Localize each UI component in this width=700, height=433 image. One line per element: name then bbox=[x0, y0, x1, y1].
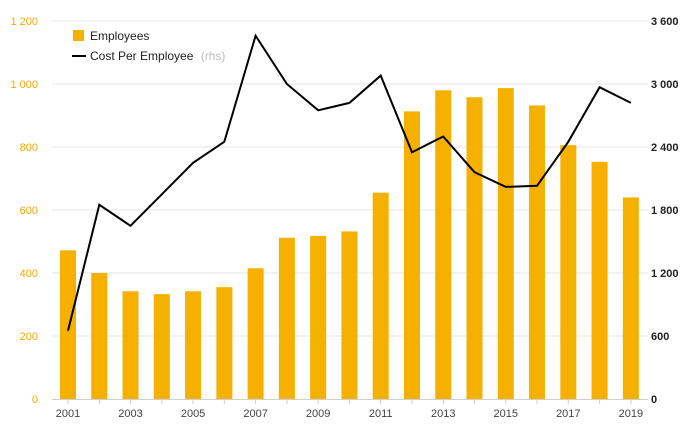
employees-bar bbox=[91, 273, 108, 399]
x-tick-label: 2007 bbox=[243, 408, 267, 420]
legend-employees-swatch bbox=[73, 30, 84, 41]
y-right-tick-label: 1 200 bbox=[651, 268, 679, 280]
employees-bars bbox=[60, 88, 639, 400]
employees-bar bbox=[466, 97, 483, 399]
y-right-tick-label: 3 000 bbox=[651, 79, 679, 91]
x-tick-label: 2013 bbox=[431, 408, 455, 420]
x-tick-label: 2001 bbox=[56, 408, 80, 420]
employees-bar bbox=[372, 192, 389, 399]
cost-per-employee-line bbox=[67, 33, 632, 332]
employees-bar bbox=[560, 145, 577, 399]
employees-bar bbox=[216, 287, 233, 399]
employees-bar bbox=[591, 161, 608, 399]
x-tick-label: 2009 bbox=[306, 408, 330, 420]
employees-bar bbox=[622, 197, 639, 399]
y-left-tick-label: 600 bbox=[20, 205, 38, 217]
employees-bar bbox=[153, 294, 170, 399]
cost-per-employee-polyline bbox=[67, 33, 632, 332]
y-left-tick-label: 400 bbox=[20, 268, 38, 280]
employees-bar bbox=[497, 88, 514, 399]
legend-cost-suffix: (rhs) bbox=[201, 49, 226, 63]
x-tick-label: 2019 bbox=[619, 408, 643, 420]
x-tick-label: 2011 bbox=[369, 408, 393, 420]
legend-cost-label: Cost Per Employee bbox=[90, 49, 194, 63]
employees-bar bbox=[122, 291, 139, 399]
employees-bar bbox=[278, 237, 295, 399]
employees-bar bbox=[403, 111, 420, 399]
legend-employees-label: Employees bbox=[90, 29, 149, 43]
y-right-tick-label: 2 400 bbox=[651, 142, 679, 154]
legend: Employees Cost Per Employee (rhs) bbox=[72, 29, 225, 63]
employees-bar bbox=[247, 268, 264, 399]
gridlines bbox=[52, 20, 648, 337]
axes: 0 200 400 600 800 1 000 1 200 0 600 1 200 1 800 2 4… bbox=[10, 16, 678, 420]
x-tick-label: 2017 bbox=[556, 408, 580, 420]
y-left-tick-label: 200 bbox=[20, 331, 38, 343]
y-right-tick-label: 600 bbox=[651, 331, 669, 343]
y-left-tick-label: 1 200 bbox=[10, 16, 38, 28]
employees-bar bbox=[341, 231, 358, 399]
employees-bar bbox=[310, 235, 327, 399]
y-left-tick-label: 800 bbox=[20, 142, 38, 154]
employees-bar bbox=[60, 250, 76, 399]
x-tick-label: 2015 bbox=[494, 408, 518, 420]
employees-bar bbox=[529, 105, 546, 400]
x-tick-label: 2005 bbox=[181, 408, 205, 420]
svg-text:Cost Per Employee (rhs: Cost Per Employee (rhs) bbox=[90, 49, 225, 63]
y-right-tick-label: 3 600 bbox=[651, 16, 679, 28]
x-tick-label: 2003 bbox=[118, 408, 142, 420]
employees-bar bbox=[185, 291, 202, 399]
y-right-tick-label: 0 bbox=[651, 394, 657, 406]
y-right-tick-label: 1 800 bbox=[651, 205, 679, 217]
employees-bar bbox=[435, 90, 452, 400]
y-left-tick-label: 1 000 bbox=[10, 79, 38, 91]
y-left-tick-label: 0 bbox=[32, 394, 38, 406]
